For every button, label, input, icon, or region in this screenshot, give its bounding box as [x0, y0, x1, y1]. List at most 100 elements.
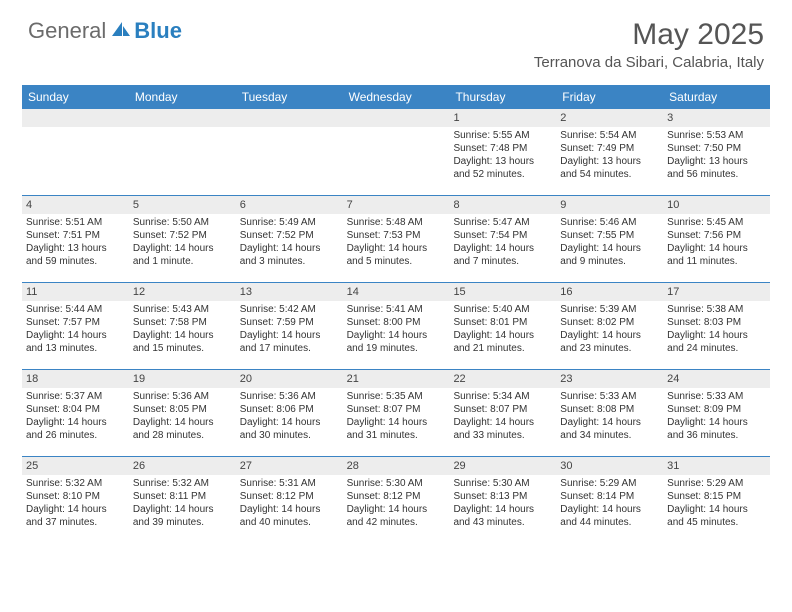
sunrise-text: Sunrise: 5:35 AM: [347, 390, 446, 403]
daylight-text: Daylight: 14 hours: [347, 242, 446, 255]
cell-body: [22, 127, 129, 133]
day-number: 10: [663, 196, 770, 214]
sunset-text: Sunset: 8:07 PM: [453, 403, 552, 416]
calendar-cell: 24Sunrise: 5:33 AMSunset: 8:09 PMDayligh…: [663, 370, 770, 456]
sunset-text: Sunset: 7:50 PM: [667, 142, 766, 155]
calendar-cell: 19Sunrise: 5:36 AMSunset: 8:05 PMDayligh…: [129, 370, 236, 456]
cell-body: Sunrise: 5:34 AMSunset: 8:07 PMDaylight:…: [449, 388, 556, 446]
calendar-cell: 14Sunrise: 5:41 AMSunset: 8:00 PMDayligh…: [343, 283, 450, 369]
week-row: 4Sunrise: 5:51 AMSunset: 7:51 PMDaylight…: [22, 195, 770, 282]
calendar-cell: 5Sunrise: 5:50 AMSunset: 7:52 PMDaylight…: [129, 196, 236, 282]
day-number: 29: [449, 457, 556, 475]
sunrise-text: Sunrise: 5:40 AM: [453, 303, 552, 316]
daylight-text: Daylight: 14 hours: [26, 416, 125, 429]
day-number: 30: [556, 457, 663, 475]
cell-body: Sunrise: 5:44 AMSunset: 7:57 PMDaylight:…: [22, 301, 129, 359]
week-row: 11Sunrise: 5:44 AMSunset: 7:57 PMDayligh…: [22, 282, 770, 369]
cell-body: Sunrise: 5:55 AMSunset: 7:48 PMDaylight:…: [449, 127, 556, 185]
sunrise-text: Sunrise: 5:45 AM: [667, 216, 766, 229]
calendar-cell: 12Sunrise: 5:43 AMSunset: 7:58 PMDayligh…: [129, 283, 236, 369]
calendar-cell: 2Sunrise: 5:54 AMSunset: 7:49 PMDaylight…: [556, 109, 663, 195]
sunset-text: Sunset: 7:54 PM: [453, 229, 552, 242]
cell-body: [236, 127, 343, 133]
daylight-text: and 5 minutes.: [347, 255, 446, 268]
daylight-text: and 54 minutes.: [560, 168, 659, 181]
day-number: 5: [129, 196, 236, 214]
sunset-text: Sunset: 7:48 PM: [453, 142, 552, 155]
cell-body: Sunrise: 5:33 AMSunset: 8:09 PMDaylight:…: [663, 388, 770, 446]
day-number: 27: [236, 457, 343, 475]
sunset-text: Sunset: 8:11 PM: [133, 490, 232, 503]
sunrise-text: Sunrise: 5:55 AM: [453, 129, 552, 142]
sunrise-text: Sunrise: 5:53 AM: [667, 129, 766, 142]
calendar-cell: 29Sunrise: 5:30 AMSunset: 8:13 PMDayligh…: [449, 457, 556, 543]
sunrise-text: Sunrise: 5:32 AM: [133, 477, 232, 490]
sunset-text: Sunset: 8:09 PM: [667, 403, 766, 416]
location-subtitle: Terranova da Sibari, Calabria, Italy: [534, 54, 764, 71]
title-block: May 2025 Terranova da Sibari, Calabria, …: [534, 18, 764, 71]
calendar-cell: 15Sunrise: 5:40 AMSunset: 8:01 PMDayligh…: [449, 283, 556, 369]
day-number: 2: [556, 109, 663, 127]
daylight-text: Daylight: 14 hours: [347, 503, 446, 516]
calendar-cell: [236, 109, 343, 195]
cell-body: Sunrise: 5:50 AMSunset: 7:52 PMDaylight:…: [129, 214, 236, 272]
sunset-text: Sunset: 7:51 PM: [26, 229, 125, 242]
cell-body: Sunrise: 5:49 AMSunset: 7:52 PMDaylight:…: [236, 214, 343, 272]
sunset-text: Sunset: 8:03 PM: [667, 316, 766, 329]
day-number: 22: [449, 370, 556, 388]
sunrise-text: Sunrise: 5:48 AM: [347, 216, 446, 229]
day-header: Wednesday: [343, 85, 450, 109]
sunrise-text: Sunrise: 5:47 AM: [453, 216, 552, 229]
daylight-text: Daylight: 14 hours: [667, 242, 766, 255]
daylight-text: and 31 minutes.: [347, 429, 446, 442]
daylight-text: and 9 minutes.: [560, 255, 659, 268]
sunrise-text: Sunrise: 5:50 AM: [133, 216, 232, 229]
daylight-text: Daylight: 14 hours: [26, 329, 125, 342]
daylight-text: and 33 minutes.: [453, 429, 552, 442]
sunset-text: Sunset: 8:01 PM: [453, 316, 552, 329]
cell-body: Sunrise: 5:29 AMSunset: 8:15 PMDaylight:…: [663, 475, 770, 533]
calendar-cell: 17Sunrise: 5:38 AMSunset: 8:03 PMDayligh…: [663, 283, 770, 369]
daylight-text: and 34 minutes.: [560, 429, 659, 442]
daylight-text: and 52 minutes.: [453, 168, 552, 181]
calendar-cell: 27Sunrise: 5:31 AMSunset: 8:12 PMDayligh…: [236, 457, 343, 543]
calendar-cell: 10Sunrise: 5:45 AMSunset: 7:56 PMDayligh…: [663, 196, 770, 282]
calendar-cell: 30Sunrise: 5:29 AMSunset: 8:14 PMDayligh…: [556, 457, 663, 543]
sunset-text: Sunset: 7:56 PM: [667, 229, 766, 242]
cell-body: Sunrise: 5:51 AMSunset: 7:51 PMDaylight:…: [22, 214, 129, 272]
sunset-text: Sunset: 8:00 PM: [347, 316, 446, 329]
calendar-cell: 26Sunrise: 5:32 AMSunset: 8:11 PMDayligh…: [129, 457, 236, 543]
calendar-cell: 9Sunrise: 5:46 AMSunset: 7:55 PMDaylight…: [556, 196, 663, 282]
daylight-text: Daylight: 14 hours: [347, 416, 446, 429]
day-number: 17: [663, 283, 770, 301]
daylight-text: Daylight: 14 hours: [133, 329, 232, 342]
daylight-text: and 56 minutes.: [667, 168, 766, 181]
daylight-text: Daylight: 14 hours: [667, 503, 766, 516]
day-number: 6: [236, 196, 343, 214]
day-header-row: SundayMondayTuesdayWednesdayThursdayFrid…: [22, 85, 770, 109]
sunset-text: Sunset: 8:02 PM: [560, 316, 659, 329]
sunset-text: Sunset: 7:58 PM: [133, 316, 232, 329]
day-header: Monday: [129, 85, 236, 109]
daylight-text: Daylight: 14 hours: [453, 503, 552, 516]
sunset-text: Sunset: 8:06 PM: [240, 403, 339, 416]
day-number: 12: [129, 283, 236, 301]
cell-body: Sunrise: 5:43 AMSunset: 7:58 PMDaylight:…: [129, 301, 236, 359]
daylight-text: Daylight: 14 hours: [667, 416, 766, 429]
day-number: 1: [449, 109, 556, 127]
daylight-text: Daylight: 13 hours: [667, 155, 766, 168]
week-row: 18Sunrise: 5:37 AMSunset: 8:04 PMDayligh…: [22, 369, 770, 456]
daylight-text: and 28 minutes.: [133, 429, 232, 442]
daylight-text: Daylight: 14 hours: [453, 329, 552, 342]
daylight-text: and 40 minutes.: [240, 516, 339, 529]
cell-body: Sunrise: 5:45 AMSunset: 7:56 PMDaylight:…: [663, 214, 770, 272]
sunrise-text: Sunrise: 5:30 AM: [347, 477, 446, 490]
sunrise-text: Sunrise: 5:49 AM: [240, 216, 339, 229]
daylight-text: Daylight: 14 hours: [240, 416, 339, 429]
calendar-cell: [129, 109, 236, 195]
daylight-text: Daylight: 14 hours: [133, 416, 232, 429]
day-number: 16: [556, 283, 663, 301]
sunrise-text: Sunrise: 5:36 AM: [240, 390, 339, 403]
daylight-text: Daylight: 14 hours: [453, 242, 552, 255]
calendar-cell: [343, 109, 450, 195]
